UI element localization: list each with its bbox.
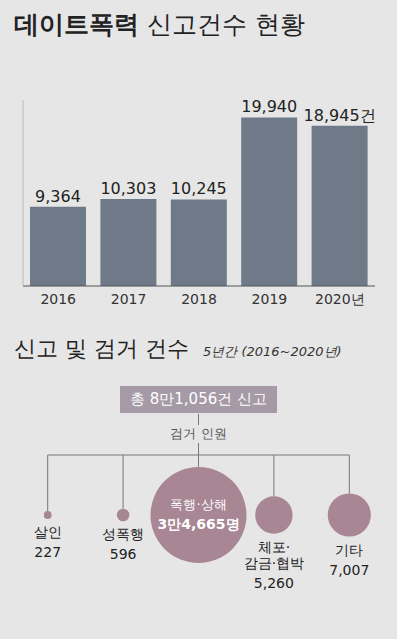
html-text:신고 및 검거 건수: 신고 및 검거 건수	[14, 336, 189, 361]
svg-text:기타: 기타	[335, 542, 363, 558]
svg-text:성폭행: 성폭행	[102, 526, 144, 542]
svg-text:9,364: 9,364	[35, 187, 81, 206]
svg-text:18,945건: 18,945건	[304, 106, 376, 125]
svg-text:5,260: 5,260	[254, 575, 294, 591]
svg-text:7,007: 7,007	[329, 562, 369, 578]
svg-text:2019: 2019	[252, 291, 288, 307]
svg-text:2016: 2016	[40, 291, 76, 307]
svg-text:감금·협박: 감금·협박	[244, 555, 304, 571]
svg-text:체포·: 체포·	[258, 539, 290, 555]
svg-text:3만4,665명: 3만4,665명	[157, 516, 239, 532]
html-text:5년간 (2016~2020년): 5년간 (2016~2020년)	[203, 344, 342, 359]
svg-text:596: 596	[110, 546, 137, 562]
svg-text:227: 227	[34, 544, 61, 560]
svg-text:10,245: 10,245	[171, 179, 227, 198]
html-text:총 8만1,056건 신고: 총 8만1,056건 신고	[130, 390, 267, 408]
svg-text:10,303: 10,303	[100, 179, 156, 198]
html-text:데이트폭력신고건수 현황: 데이트폭력신고건수 현황	[14, 10, 305, 39]
svg-text:2020년: 2020년	[315, 291, 365, 307]
svg-text:2018: 2018	[181, 291, 217, 307]
html-text:검거 인원: 검거 인원	[170, 426, 227, 441]
svg-text:폭행·상해: 폭행·상해	[170, 497, 226, 512]
svg-text:2017: 2017	[111, 291, 147, 307]
svg-text:살인: 살인	[34, 524, 62, 540]
svg-text:19,940: 19,940	[241, 97, 297, 116]
